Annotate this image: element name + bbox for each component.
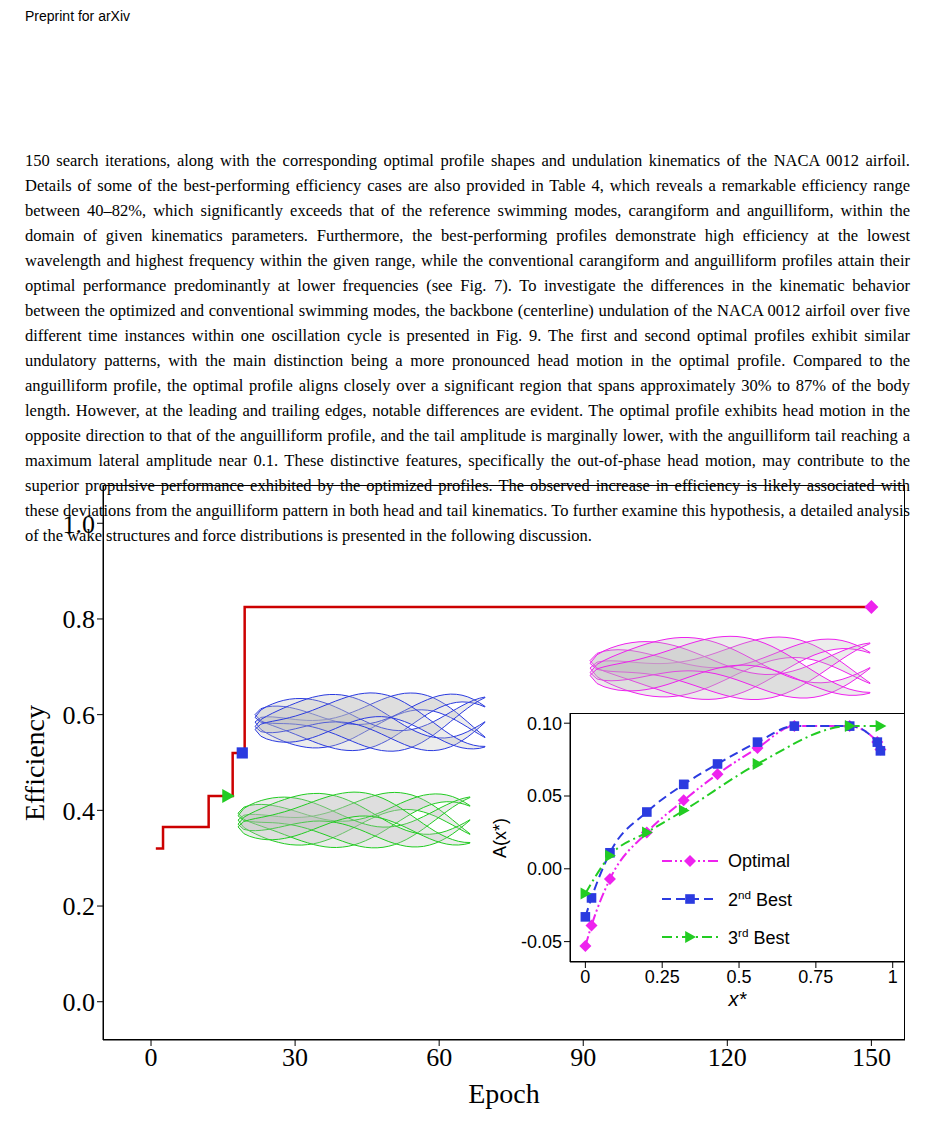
svg-text:0: 0 xyxy=(580,967,590,987)
svg-text:0.5: 0.5 xyxy=(727,967,752,987)
svg-text:0.05: 0.05 xyxy=(527,786,562,806)
svg-text:0: 0 xyxy=(145,1043,158,1072)
svg-text:60: 60 xyxy=(426,1043,452,1072)
svg-text:0.0: 0.0 xyxy=(63,988,96,1017)
svg-text:0.8: 0.8 xyxy=(63,605,96,634)
svg-text:120: 120 xyxy=(708,1043,747,1072)
svg-text:0.25: 0.25 xyxy=(645,967,680,987)
svg-text:90: 90 xyxy=(570,1043,596,1072)
svg-text:-0.05: -0.05 xyxy=(521,932,562,952)
svg-text:0.75: 0.75 xyxy=(798,967,833,987)
svg-text:30: 30 xyxy=(282,1043,308,1072)
svg-text:0.4: 0.4 xyxy=(63,797,96,826)
svg-text:1: 1 xyxy=(888,967,898,987)
svg-text:0.00: 0.00 xyxy=(527,859,562,879)
svg-text:0.6: 0.6 xyxy=(63,701,96,730)
svg-text:1.0: 1.0 xyxy=(63,510,96,539)
svg-text:0.2: 0.2 xyxy=(63,892,96,921)
svg-text:150: 150 xyxy=(852,1043,891,1072)
svg-text:0.10: 0.10 xyxy=(527,714,562,734)
